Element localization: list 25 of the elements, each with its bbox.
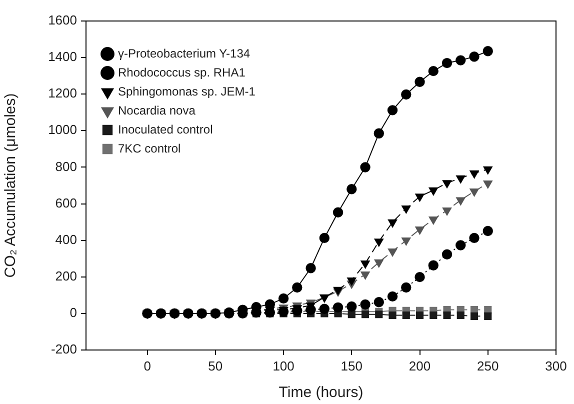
legend-label: Sphingomonas sp. JEM-1	[118, 84, 256, 98]
y-axis-title: CO₂ Accumulation (μmoles)	[2, 93, 20, 278]
x-axis-title: Time (hours)	[278, 384, 364, 402]
y-tick-label: 600	[55, 195, 77, 210]
y-tick-label: 1000	[48, 122, 77, 138]
y-tick-label: 1200	[48, 86, 77, 101]
x-tick-label: 50	[208, 358, 223, 374]
legend-label: γ-Proteobacterium Y-134	[118, 46, 250, 60]
y-tick-label: 400	[55, 232, 77, 247]
x-tick-label: 300	[545, 358, 567, 374]
y-tick-label: 1600	[48, 12, 77, 28]
x-tick-label: 100	[272, 358, 294, 374]
legend-label: Nocardia nova	[118, 103, 196, 118]
x-tick-label: 200	[408, 358, 431, 374]
y-tick-label: 0	[70, 305, 77, 320]
y-tick-label: 1400	[48, 49, 77, 64]
y-tick-label: -200	[50, 342, 77, 357]
x-tick-label: 250	[477, 358, 499, 374]
x-tick-label: 0	[144, 358, 151, 374]
y-tick-label: 200	[55, 268, 77, 284]
legend-label: Rhodococcus sp. RHA1	[118, 65, 246, 80]
legend-label: Inoculated control	[118, 122, 213, 136]
x-tick-label: 150	[340, 358, 363, 374]
y-tick-label: 800	[55, 158, 77, 174]
legend-label: 7KC control	[118, 141, 181, 156]
